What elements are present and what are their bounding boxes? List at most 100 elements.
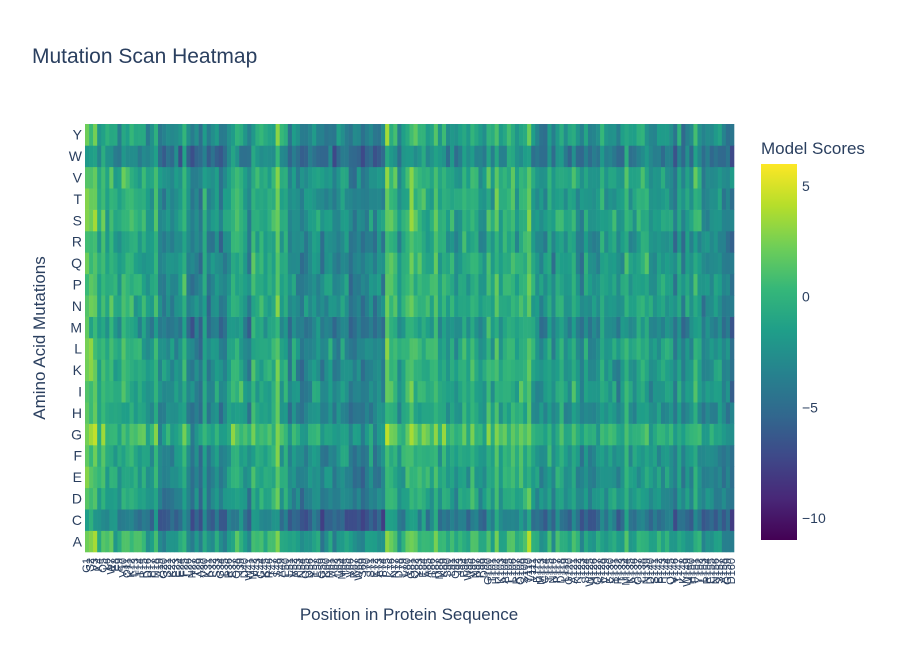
x-tick-label: D160 — [726, 558, 738, 584]
heatmap-cell — [344, 509, 349, 531]
heatmap-cell — [437, 509, 443, 531]
heatmap-cell — [669, 466, 674, 489]
heatmap-cell — [729, 380, 735, 403]
heatmap-cell — [328, 188, 333, 210]
heatmap-cell — [372, 423, 378, 446]
heatmap-cell — [482, 166, 487, 189]
x-tick-label: Y83 — [414, 558, 426, 578]
heatmap-cell — [222, 530, 228, 553]
heatmap-cell — [673, 402, 678, 424]
heatmap-cell — [299, 445, 305, 467]
heatmap-cell — [636, 445, 642, 467]
heatmap-cell — [117, 188, 122, 210]
heatmap-cell — [304, 188, 309, 210]
heatmap-cell — [437, 359, 443, 382]
heatmap-cell — [235, 295, 240, 317]
heatmap-cell — [89, 359, 94, 382]
x-tick-label: M88 — [434, 558, 446, 579]
heatmap-cell — [137, 231, 143, 253]
heatmap-cell — [178, 209, 183, 232]
heatmap-cell — [299, 466, 305, 489]
heatmap-cell — [482, 466, 487, 489]
heatmap-cell — [198, 273, 203, 296]
heatmap-cell — [133, 295, 139, 317]
heatmap-cell — [340, 209, 345, 232]
heatmap-cell — [153, 487, 159, 510]
heatmap-cell — [170, 231, 175, 253]
heatmap-cell — [275, 423, 280, 446]
heatmap-cell — [174, 188, 179, 210]
heatmap-cell — [547, 231, 552, 253]
heatmap-cell — [640, 445, 646, 467]
heatmap-cell — [652, 295, 658, 317]
heatmap-cell — [283, 530, 289, 553]
heatmap-cell — [608, 273, 613, 296]
heatmap-cell — [433, 466, 439, 489]
heatmap-cell — [665, 124, 670, 146]
heatmap-cell — [235, 124, 240, 146]
heatmap-cell — [89, 530, 94, 553]
heatmap-cell — [389, 188, 394, 210]
heatmap-cell — [105, 145, 110, 168]
heatmap-cell — [295, 124, 301, 146]
heatmap-cell — [425, 509, 431, 531]
heatmap-cell — [85, 188, 90, 210]
heatmap-cell — [612, 124, 617, 146]
heatmap-cell — [413, 445, 418, 467]
heatmap-cell — [393, 445, 398, 467]
heatmap-cell — [628, 252, 633, 275]
heatmap-cell — [466, 295, 471, 317]
heatmap-cell — [401, 145, 406, 168]
heatmap-cell — [450, 209, 455, 232]
heatmap-cell — [239, 295, 244, 317]
heatmap-cell — [494, 509, 500, 531]
heatmap-cell — [677, 316, 682, 339]
heatmap-cell — [458, 445, 463, 467]
heatmap-cell — [600, 380, 605, 403]
heatmap-cell — [506, 316, 512, 339]
heatmap-cell — [222, 316, 228, 339]
heatmap-cell — [340, 273, 345, 296]
heatmap-cell — [145, 209, 151, 232]
heatmap-cell — [405, 530, 410, 553]
heatmap-cell — [393, 166, 398, 189]
heatmap-cell — [352, 509, 358, 531]
heatmap-cell — [413, 252, 418, 275]
heatmap-cell — [673, 338, 678, 360]
heatmap-cell — [575, 209, 581, 232]
heatmap-cell — [320, 530, 325, 553]
heatmap-cell — [247, 295, 252, 317]
heatmap-cell — [93, 380, 98, 403]
heatmap-cell — [685, 166, 690, 189]
heatmap-cell — [279, 402, 285, 424]
heatmap-cell — [182, 338, 187, 360]
heatmap-cell — [624, 338, 629, 360]
heatmap-cell — [506, 209, 512, 232]
colorbar-tick-label: −5 — [802, 399, 818, 415]
heatmap-cell — [725, 487, 731, 510]
heatmap-cell — [401, 445, 406, 467]
heatmap-cell — [592, 209, 597, 232]
heatmap-cell — [462, 273, 467, 296]
heatmap-cell — [93, 231, 98, 253]
heatmap-cell — [239, 166, 244, 189]
heatmap-cell — [166, 487, 171, 510]
heatmap-cell — [405, 273, 410, 296]
heatmap-cell — [409, 530, 414, 553]
heatmap-cell — [701, 509, 706, 531]
heatmap-cell — [202, 166, 207, 189]
heatmap-cell — [466, 509, 471, 531]
heatmap-cell — [681, 445, 686, 467]
heatmap-cell — [158, 124, 163, 146]
heatmap-cell — [243, 273, 248, 296]
x-tick-label: K89 — [438, 558, 450, 578]
heatmap-cell — [673, 316, 678, 339]
heatmap-cell — [247, 231, 252, 253]
heatmap-cell — [458, 530, 463, 553]
heatmap-cell — [348, 423, 354, 446]
heatmap-cell — [583, 145, 589, 168]
heatmap-cell — [604, 166, 609, 189]
heatmap-cell — [368, 509, 374, 531]
heatmap-cell — [539, 295, 544, 317]
heatmap-cell — [356, 530, 362, 553]
